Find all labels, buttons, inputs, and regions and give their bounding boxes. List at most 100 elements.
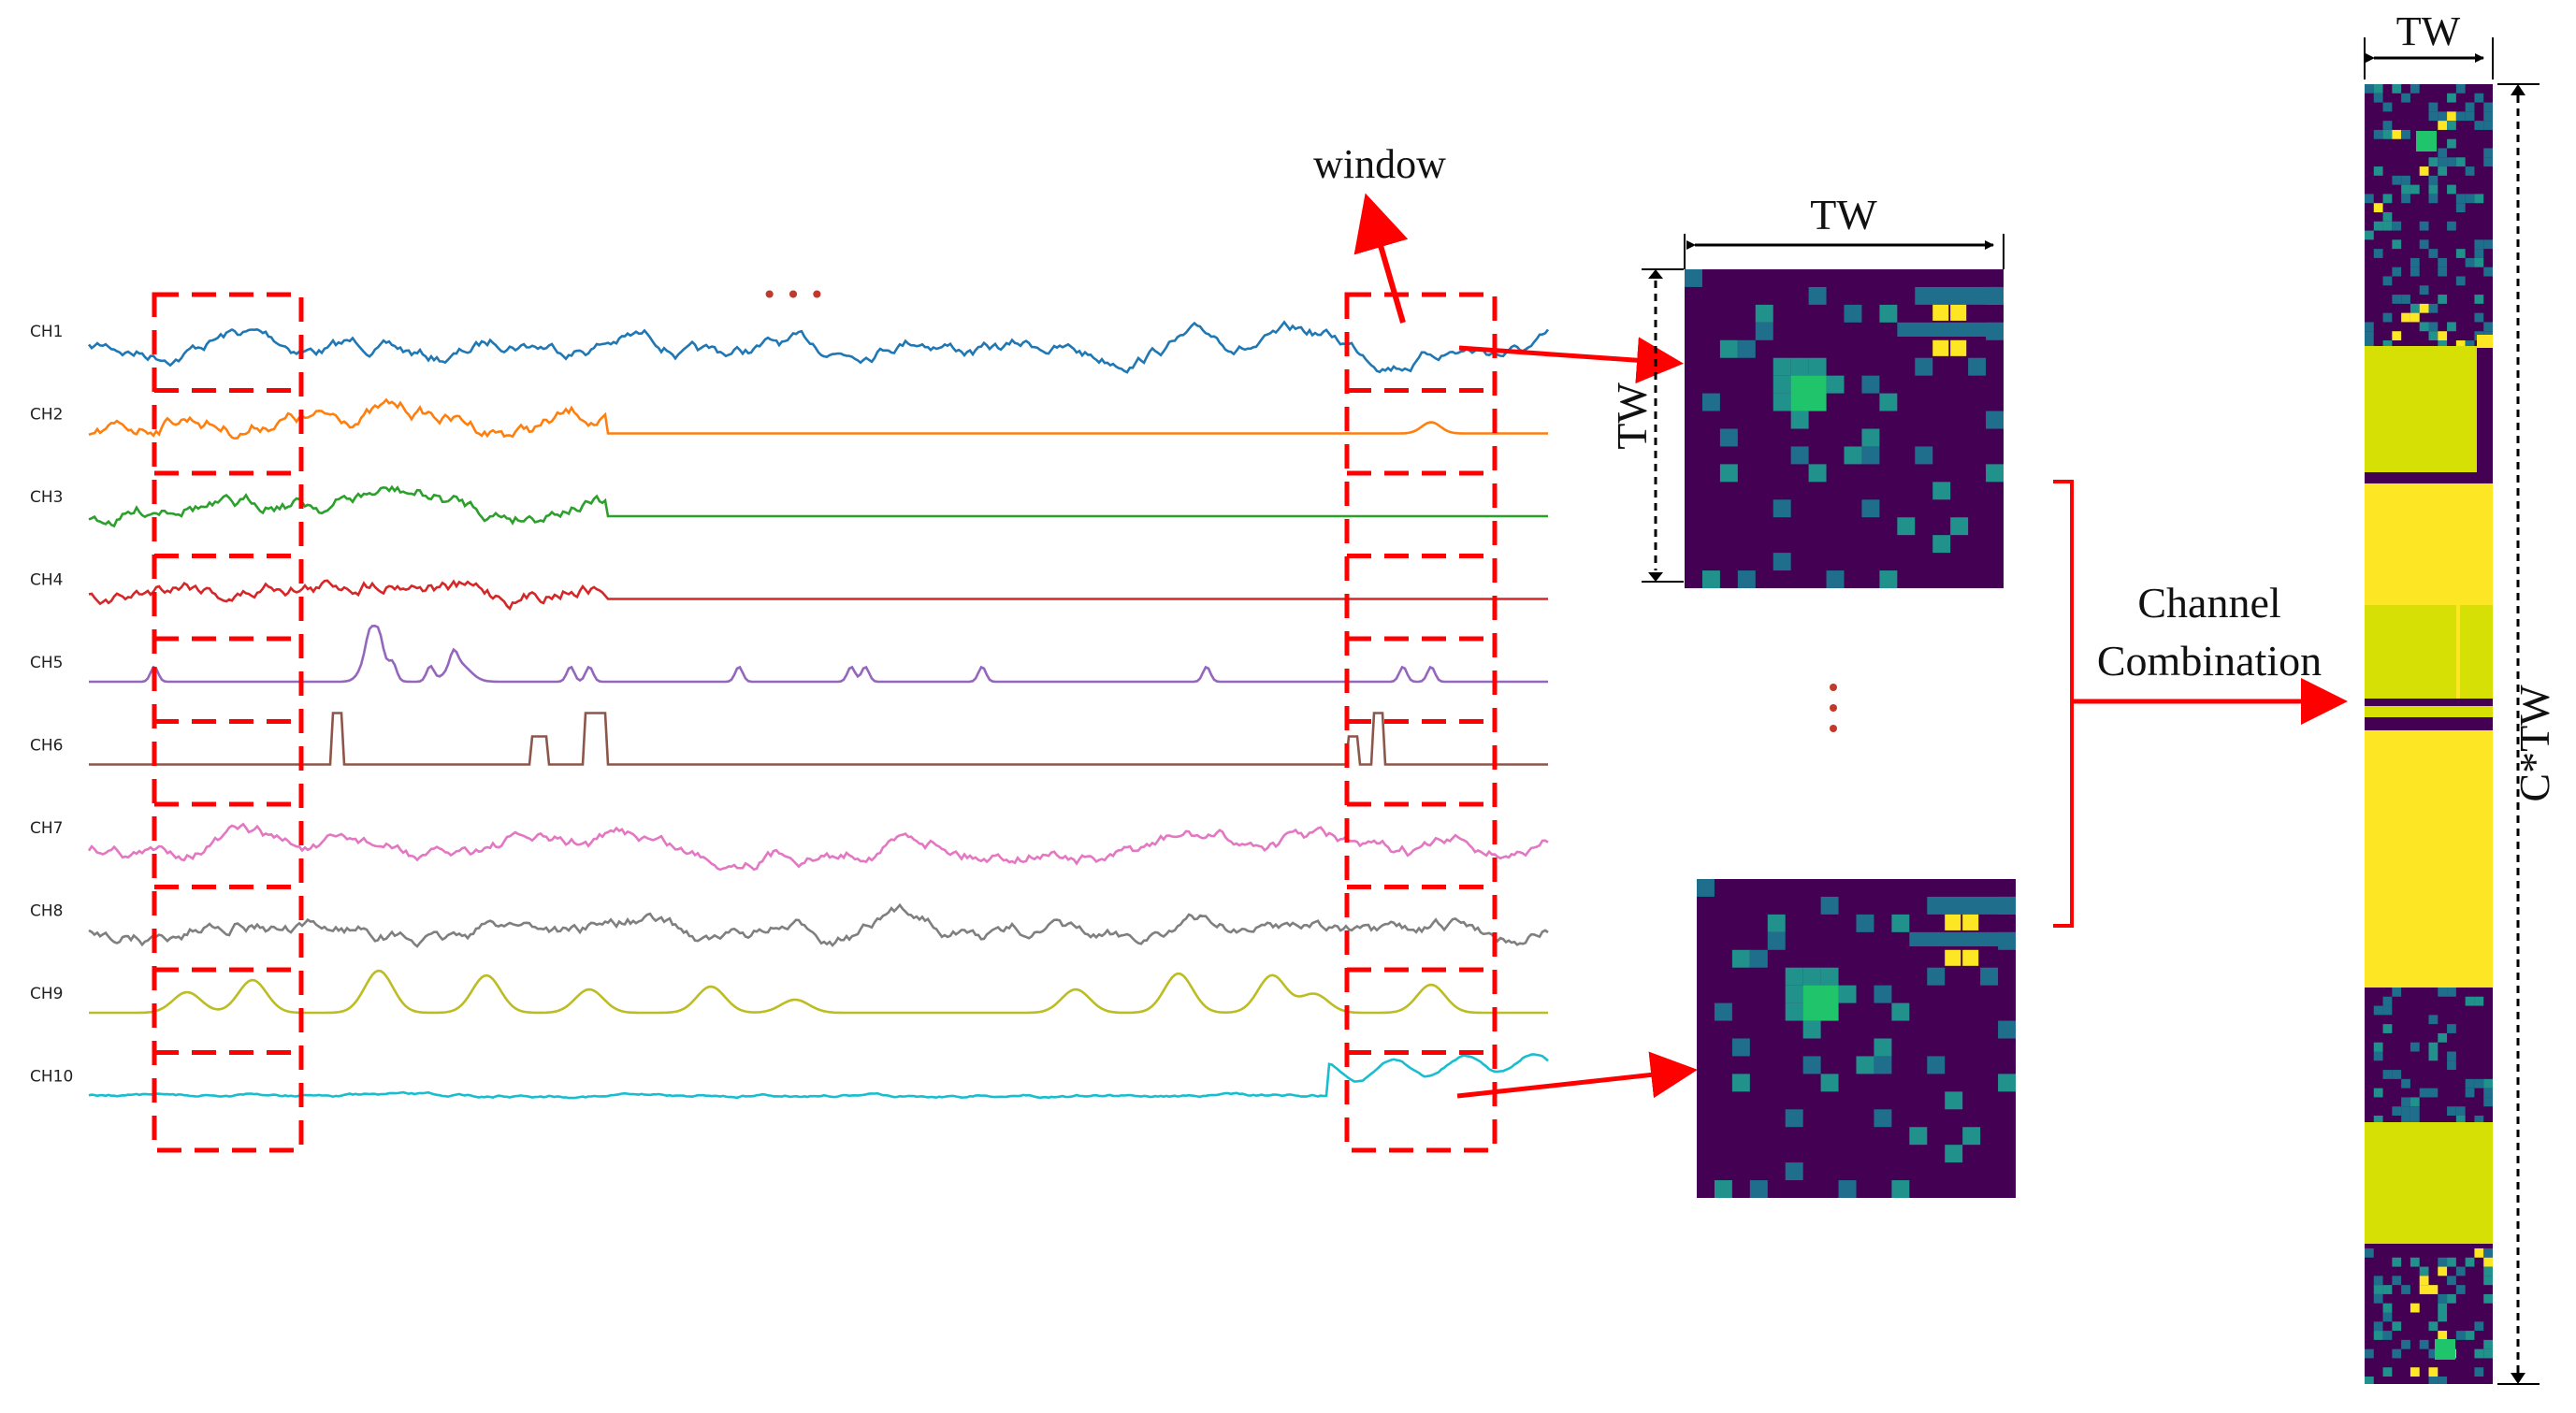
arrow-to-matrix-1	[1458, 337, 1684, 384]
matrix-cell	[1962, 914, 1979, 930]
combined-cell	[2438, 340, 2448, 346]
combined-cell	[2438, 295, 2448, 304]
matrix-cell	[1773, 357, 1791, 376]
matrix-cell	[1719, 464, 1738, 483]
combined-block	[2365, 730, 2493, 988]
combined-cell	[2428, 1321, 2439, 1332]
channel-label: CH3	[30, 488, 63, 507]
matrix-cell	[1808, 464, 1827, 483]
combined-cell	[2465, 996, 2475, 1006]
matrix-cell	[1861, 446, 1880, 465]
combined-cell	[2410, 312, 2420, 323]
matrix-cell	[1719, 428, 1738, 447]
combined-cell	[2474, 239, 2484, 250]
combined-cell	[2465, 1331, 2475, 1340]
matrix-cell	[1986, 411, 2004, 429]
matrix-cell	[1945, 1091, 1963, 1110]
combined-cell	[2455, 194, 2466, 204]
channel-7: CH7	[30, 819, 1549, 872]
combined-block	[2365, 1122, 2493, 1244]
combined-cell	[2447, 93, 2456, 103]
matrix-cell	[1820, 967, 1839, 986]
combined-cell	[2419, 303, 2429, 313]
combined-cell	[2373, 1088, 2383, 1098]
combined-cell	[2483, 1348, 2493, 1359]
matrix-cell	[1697, 879, 1715, 897]
matrix-cell	[1962, 1127, 1981, 1146]
combined-cell	[2365, 1377, 2374, 1384]
combined-cell	[2474, 93, 2484, 103]
combined-cell	[2428, 1042, 2439, 1052]
matrix-cell	[1968, 357, 1987, 376]
channel-label: CH7	[30, 819, 63, 838]
channel-label: CH5	[30, 654, 63, 672]
combined-cell	[2373, 1331, 2383, 1340]
channel-trace	[89, 969, 1548, 1015]
combined-cell	[2410, 1042, 2420, 1052]
combined-cell	[2438, 1266, 2448, 1276]
combined-cell	[2373, 1116, 2383, 1122]
matrix-cell	[1844, 304, 1862, 323]
combined-matrix	[2365, 84, 2493, 1384]
combined-cell	[2477, 346, 2493, 472]
combined-cell	[2382, 1331, 2393, 1340]
combined-cell	[2428, 111, 2439, 122]
matrix-cell	[1874, 1038, 1892, 1057]
window-box-left	[152, 292, 304, 1153]
channel-label: CH8	[30, 902, 63, 921]
matrix-cell	[1773, 375, 1791, 394]
combined-cell	[2438, 1257, 2448, 1267]
matrix-cell	[1785, 985, 1803, 1003]
matrix-cell	[1932, 304, 1949, 321]
window-boxes	[152, 292, 1498, 1153]
combined-cell	[2438, 1377, 2448, 1384]
matrix-cell	[1790, 411, 1809, 429]
matrix-cell	[1685, 269, 1702, 287]
combined-cell	[2382, 212, 2393, 222]
matrix-cell	[1790, 446, 1809, 465]
combined-cell	[2447, 1293, 2456, 1304]
channel-label: CH1	[30, 323, 63, 341]
combined-cell	[2483, 1248, 2493, 1258]
combined-cell	[2365, 1248, 2374, 1258]
matrix-cell	[1897, 517, 1916, 536]
matrix-cell	[1826, 570, 1845, 588]
matrix-cell	[1808, 286, 1827, 305]
combined-cell	[2428, 1348, 2439, 1359]
channel-trace	[88, 579, 1548, 611]
combined-cell	[2410, 1257, 2420, 1267]
combined-cell	[2438, 988, 2448, 997]
combined-cell	[2474, 194, 2484, 204]
combined-cell	[2410, 1106, 2420, 1116]
matrix-cell	[1838, 985, 1857, 1003]
combined-cell	[2373, 1051, 2383, 1061]
matrix-cell	[1802, 1020, 1821, 1039]
combined-cell	[2373, 249, 2383, 258]
matrix-cell	[1755, 322, 1773, 340]
combined-cell	[2401, 1106, 2410, 1116]
channel-5: CH5	[30, 624, 1548, 684]
channel-10: CH10	[30, 1053, 1549, 1100]
combined-cell	[2392, 295, 2402, 304]
matrix-cell	[1838, 1180, 1857, 1198]
combined-cell	[2428, 175, 2439, 185]
matrix-cell	[1719, 339, 1738, 358]
ctw-arrow-up	[2511, 84, 2525, 95]
channel-4: CH4	[30, 571, 1548, 611]
channel-trace	[88, 1053, 1549, 1100]
combined-cell	[2410, 257, 2420, 267]
combined-cell	[2474, 1116, 2484, 1122]
combined-cell	[2447, 1024, 2456, 1033]
combined-cell	[2392, 221, 2402, 231]
combined-cell	[2382, 1285, 2393, 1294]
matrix-cell	[1915, 446, 1933, 465]
combined-cell	[2465, 340, 2475, 346]
combined-cell	[2483, 121, 2493, 130]
combined-cell	[2392, 84, 2402, 94]
tw-top-label: TW	[1810, 191, 1877, 238]
matrix-cell	[1879, 393, 1898, 411]
combined-cell	[2401, 1116, 2410, 1122]
matrix-cell	[1945, 914, 1961, 930]
combined-cell	[2483, 267, 2493, 277]
combined-cell	[2456, 605, 2460, 699]
